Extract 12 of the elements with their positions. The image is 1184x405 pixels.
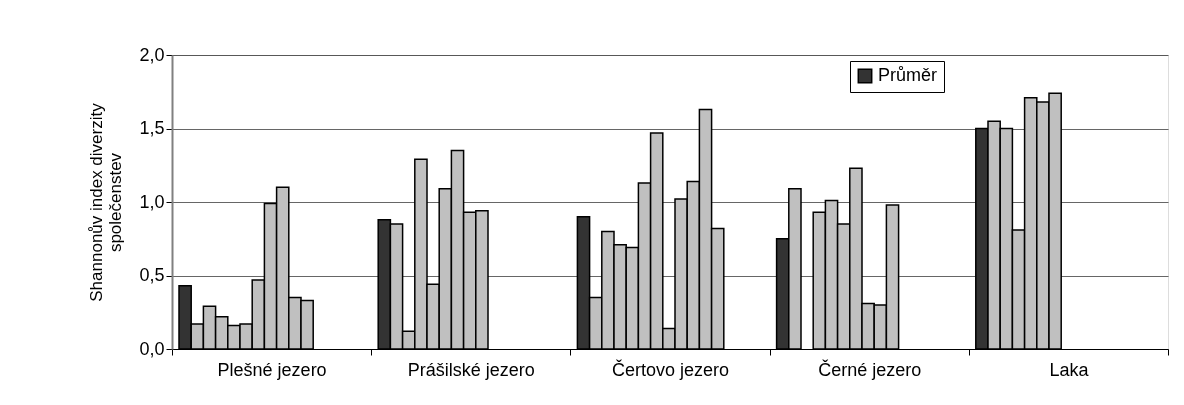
y-axis-title: Shannonův index diverzity společenstev: [87, 102, 126, 302]
x-tick-label: Prášilské jezero: [407, 359, 535, 380]
y-tick-label: 2,0: [139, 44, 165, 65]
x-tick-label: Černé jezero: [818, 358, 922, 380]
y-tick-label: 1,0: [139, 191, 165, 212]
y-tick-label: 0,0: [139, 338, 165, 359]
legend-label: Průměr: [878, 65, 938, 85]
x-tick-label: Čertovo jezero: [611, 358, 730, 380]
x-tick-label: Laka: [1049, 359, 1090, 380]
y-tick-label: 0,5: [139, 265, 165, 285]
y-tick-label: 1,5: [139, 118, 165, 138]
x-tick-label: Plešné jezero: [217, 359, 327, 380]
